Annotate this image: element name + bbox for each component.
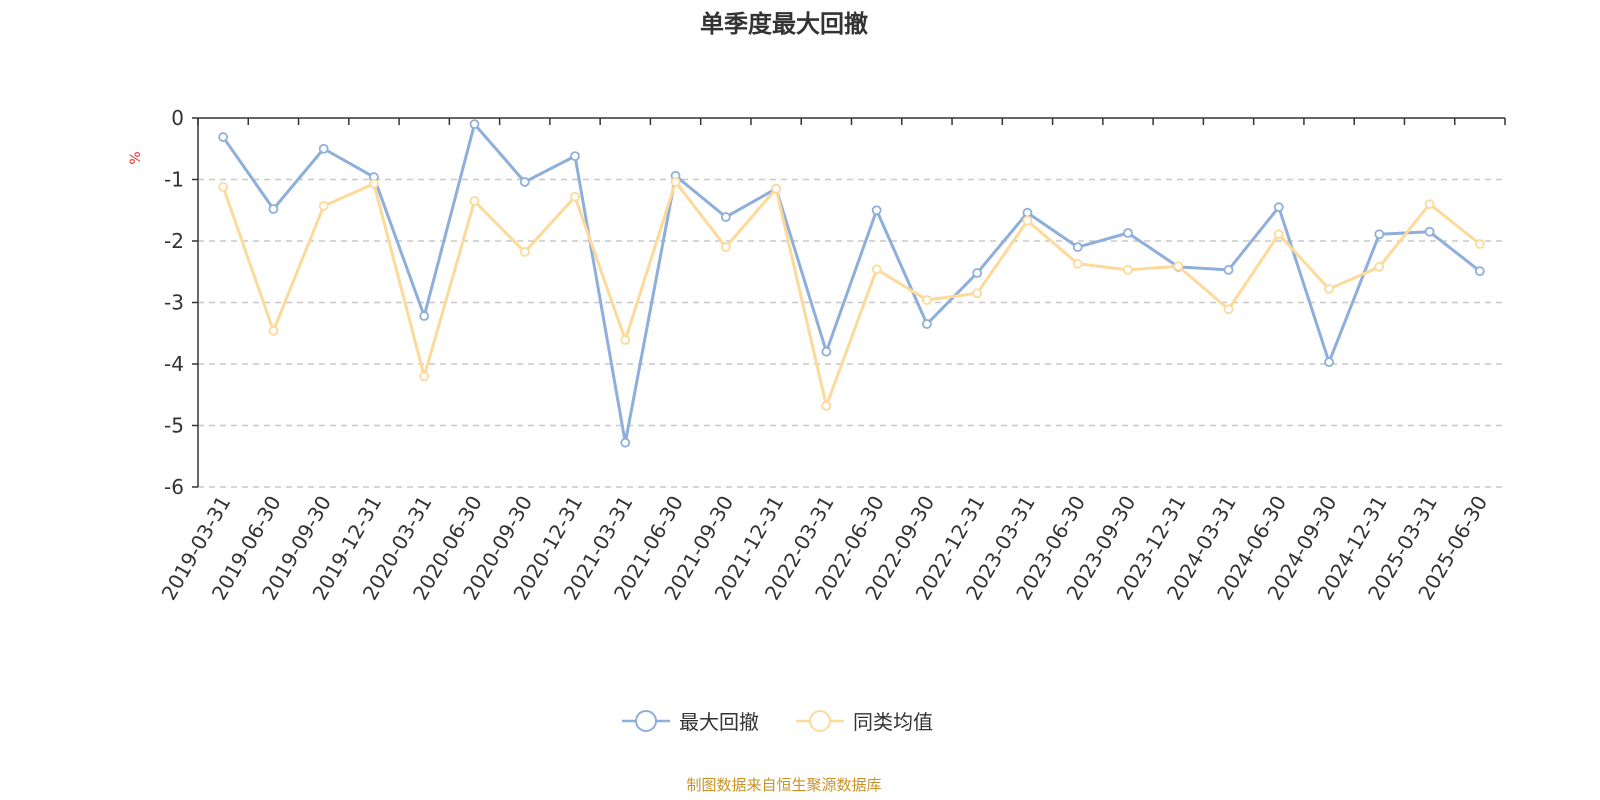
legend: 最大回撤 同类均值 bbox=[622, 710, 933, 734]
data-point bbox=[1173, 261, 1184, 272]
data-point bbox=[1072, 258, 1083, 269]
y-tick-label: -4 bbox=[164, 352, 184, 376]
data-point bbox=[570, 191, 580, 202]
legend-circle-icon bbox=[635, 710, 657, 732]
data-source-footer: 制图数据来自恒生聚源数据库 bbox=[686, 776, 881, 794]
y-tick-label: -3 bbox=[164, 291, 184, 315]
data-point bbox=[419, 311, 430, 321]
legend-circle-icon bbox=[809, 710, 831, 732]
data-point bbox=[1223, 265, 1234, 275]
data-point bbox=[1374, 261, 1385, 272]
data-point bbox=[972, 268, 983, 278]
chart-title: 单季度最大回撤 bbox=[700, 10, 868, 38]
legend-label: 最大回撤 bbox=[679, 710, 759, 734]
series-line bbox=[221, 180, 1481, 408]
data-point bbox=[318, 201, 329, 211]
data-point bbox=[419, 371, 430, 382]
data-point bbox=[268, 325, 279, 336]
data-point bbox=[469, 196, 480, 206]
data-point bbox=[821, 346, 832, 357]
data-point bbox=[972, 288, 983, 299]
data-point bbox=[1273, 229, 1284, 240]
data-point bbox=[1223, 304, 1234, 315]
series-1 bbox=[218, 119, 1485, 448]
data-point bbox=[620, 335, 631, 345]
data-point bbox=[620, 437, 631, 448]
data-point bbox=[821, 400, 832, 411]
data-point bbox=[1273, 202, 1284, 213]
data-point bbox=[720, 242, 731, 253]
y-tick-label: -1 bbox=[164, 168, 184, 192]
y-tick-label: -2 bbox=[164, 229, 184, 253]
legend-label: 同类均值 bbox=[853, 710, 933, 734]
data-point bbox=[469, 119, 480, 130]
y-tick-label: 0 bbox=[171, 106, 184, 130]
data-point bbox=[1424, 226, 1435, 237]
data-point bbox=[1072, 242, 1083, 253]
data-point bbox=[1324, 357, 1334, 368]
data-point bbox=[218, 181, 229, 192]
data-point bbox=[1374, 229, 1385, 240]
data-point bbox=[670, 177, 681, 187]
y-tick-label: -6 bbox=[164, 475, 184, 499]
data-point bbox=[218, 132, 229, 142]
data-point bbox=[1022, 215, 1033, 226]
legend-item-1: 最大回撤 bbox=[622, 710, 759, 734]
data-point bbox=[519, 177, 530, 187]
data-point bbox=[519, 247, 530, 257]
data-point bbox=[1123, 228, 1133, 238]
series-line bbox=[221, 122, 1481, 445]
data-point bbox=[1123, 265, 1133, 275]
y-axis-label: % bbox=[128, 151, 144, 164]
data-point bbox=[871, 264, 882, 275]
data-point bbox=[369, 178, 379, 189]
data-point bbox=[1324, 284, 1334, 294]
data-point bbox=[922, 295, 932, 305]
data-point bbox=[1022, 207, 1033, 218]
data-point bbox=[268, 204, 279, 214]
legend-item-2: 同类均值 bbox=[796, 710, 933, 734]
data-point bbox=[871, 205, 882, 216]
data-point bbox=[1424, 199, 1435, 210]
data-point bbox=[1474, 239, 1485, 249]
data-point bbox=[318, 143, 329, 154]
data-point bbox=[922, 319, 932, 329]
y-tick-label: -5 bbox=[164, 414, 184, 438]
data-point bbox=[771, 183, 781, 194]
series-2 bbox=[218, 177, 1485, 411]
data-point bbox=[570, 151, 580, 162]
data-point bbox=[720, 212, 731, 222]
data-point bbox=[1474, 266, 1485, 277]
